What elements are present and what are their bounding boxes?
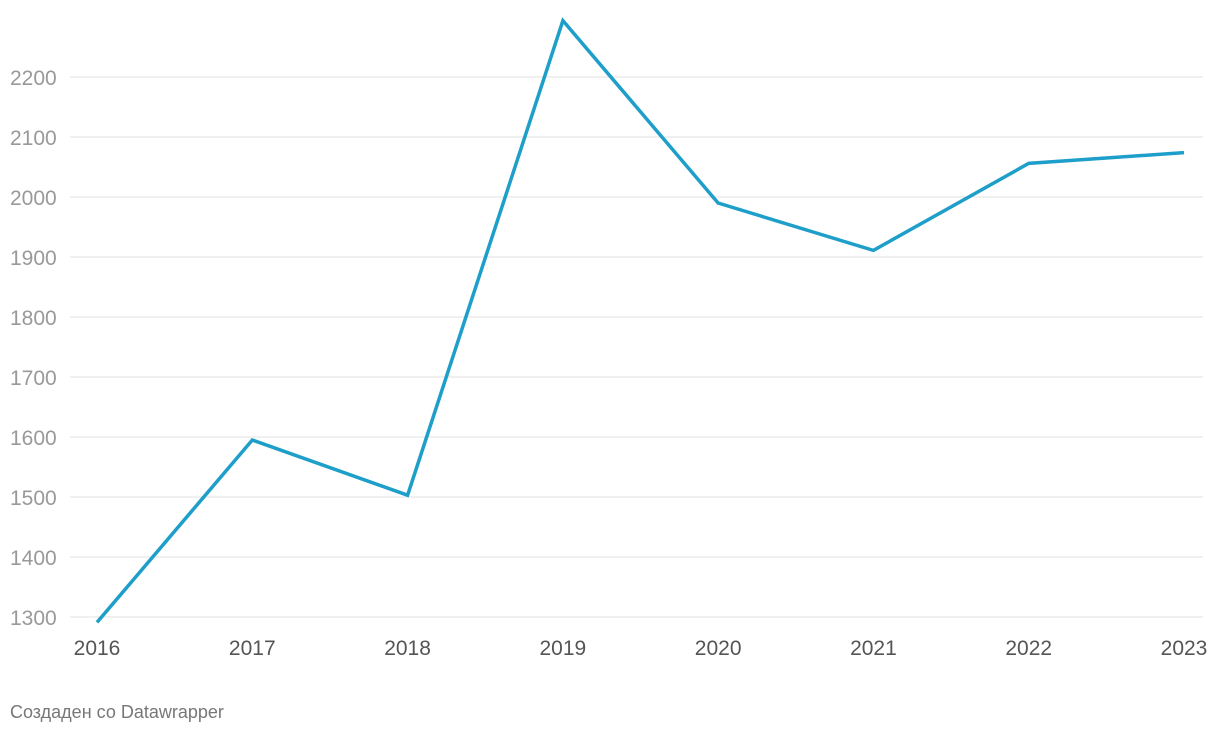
x-tick-label: 2019 (539, 637, 586, 660)
series-layer (95, 17, 1185, 624)
y-tick-label: 2200 (10, 67, 57, 90)
y-axis: 1300 1400 1500 1600 1700 1800 1900 2000 2100 2200 (10, 67, 57, 630)
grid-lines (70, 76, 1203, 618)
y-tick-label: 2000 (10, 187, 57, 210)
y-tick-label: 1800 (10, 307, 57, 330)
x-tick-label: 2017 (229, 637, 276, 660)
y-tick-label: 1600 (10, 427, 57, 450)
x-tick-label: 2021 (850, 637, 897, 660)
x-tick-label: 2020 (695, 637, 742, 660)
y-tick-label: 1900 (10, 247, 57, 270)
y-tick-label: 1300 (10, 607, 57, 630)
datawrapper-credit: Создаден со Datawrapper (10, 702, 224, 722)
y-tick-label: 2100 (10, 127, 57, 150)
x-tick-label: 2016 (74, 637, 121, 660)
y-tick-label: 1400 (10, 547, 57, 570)
x-tick-label: 2023 (1161, 637, 1208, 660)
series-line (95, 17, 1185, 624)
y-tick-label: 1700 (10, 367, 57, 390)
x-tick-label: 2022 (1005, 637, 1052, 660)
x-tick-label: 2018 (384, 637, 431, 660)
x-axis: 2016 2017 2018 2019 2020 2021 2022 2023 (74, 637, 1208, 660)
y-tick-label: 1500 (10, 487, 57, 510)
